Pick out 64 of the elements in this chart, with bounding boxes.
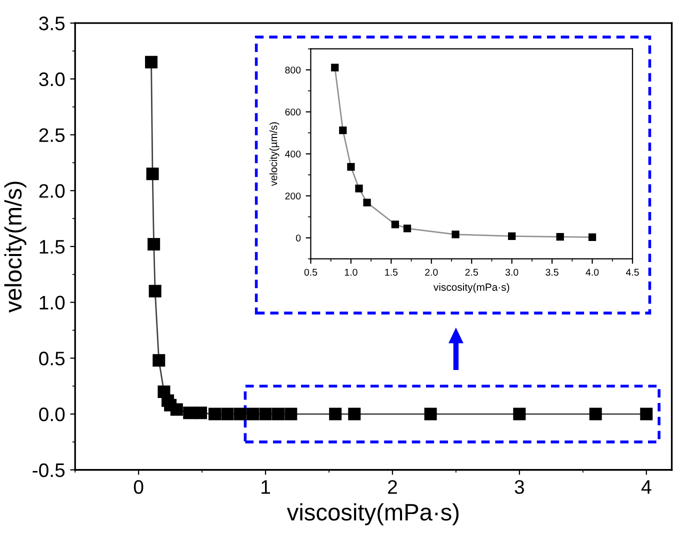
point — [259, 408, 272, 420]
point — [424, 408, 437, 420]
point — [588, 233, 596, 242]
x-tick-label: 0 — [134, 480, 144, 494]
point — [348, 408, 361, 420]
point — [194, 406, 208, 420]
y-tick-label: -0.5 — [32, 463, 65, 478]
y-tick-label: 2.0 — [39, 184, 65, 198]
point — [331, 64, 339, 72]
y-tick-label: 1.0 — [40, 296, 65, 310]
point — [339, 126, 347, 134]
point — [589, 408, 602, 420]
y-tick-label: 0.5 — [39, 352, 65, 366]
x-tick-label: 4.5 — [626, 268, 639, 276]
point — [508, 232, 516, 240]
point — [148, 284, 162, 298]
x-axis-title: viscosity(mPa·s) — [286, 503, 459, 526]
point — [640, 408, 653, 420]
x-tick-label: 1 — [262, 480, 270, 494]
point — [363, 198, 371, 206]
y-tick-label: 3.0 — [39, 72, 65, 86]
y-axis-title: velocity(m/s) — [4, 182, 26, 313]
y-tick-label: 1.5 — [40, 240, 65, 254]
y-tick-label: 0.0 — [39, 407, 65, 422]
point — [152, 354, 166, 367]
y-axis-title: velocity(µm/s) — [270, 122, 280, 186]
point — [272, 408, 284, 420]
point — [347, 163, 355, 171]
y-tick-label: 200 — [285, 192, 301, 200]
point — [148, 238, 160, 250]
point — [284, 408, 298, 420]
x-tick-label: 4.0 — [586, 268, 599, 276]
point — [208, 408, 221, 420]
y-tick-label: 600 — [285, 108, 301, 116]
point — [145, 56, 158, 68]
x-tick-label: 1.5 — [385, 268, 398, 276]
point — [234, 408, 246, 420]
point — [183, 406, 196, 420]
x-tick-label: 0.5 — [304, 268, 318, 276]
y-tick-label: 3.5 — [39, 16, 65, 30]
x-tick-label: 3.0 — [505, 268, 518, 276]
x-tick-label: 3.5 — [546, 268, 558, 276]
y-tick-label: 400 — [285, 150, 301, 158]
point — [329, 408, 342, 420]
x-tick-label: 1.0 — [344, 268, 358, 276]
y-tick-label: 2.5 — [39, 128, 65, 142]
point — [246, 408, 260, 420]
point — [556, 232, 564, 241]
point — [170, 403, 183, 416]
point — [452, 230, 460, 238]
x-tick-label: 4 — [641, 480, 652, 494]
y-tick-label: 800 — [285, 66, 301, 74]
point — [146, 168, 159, 180]
point — [391, 220, 400, 228]
x-tick-label: 2.0 — [425, 268, 438, 276]
x-tick-label: 2 — [388, 480, 397, 494]
x-tick-label: 3 — [514, 480, 524, 494]
point — [221, 408, 234, 420]
point — [513, 408, 526, 420]
x-axis-title: viscosity(mPa·s) — [433, 283, 510, 293]
point — [403, 224, 412, 232]
point — [355, 184, 363, 192]
y-tick-label: 0 — [296, 234, 301, 242]
x-tick-label: 2.5 — [465, 268, 478, 276]
